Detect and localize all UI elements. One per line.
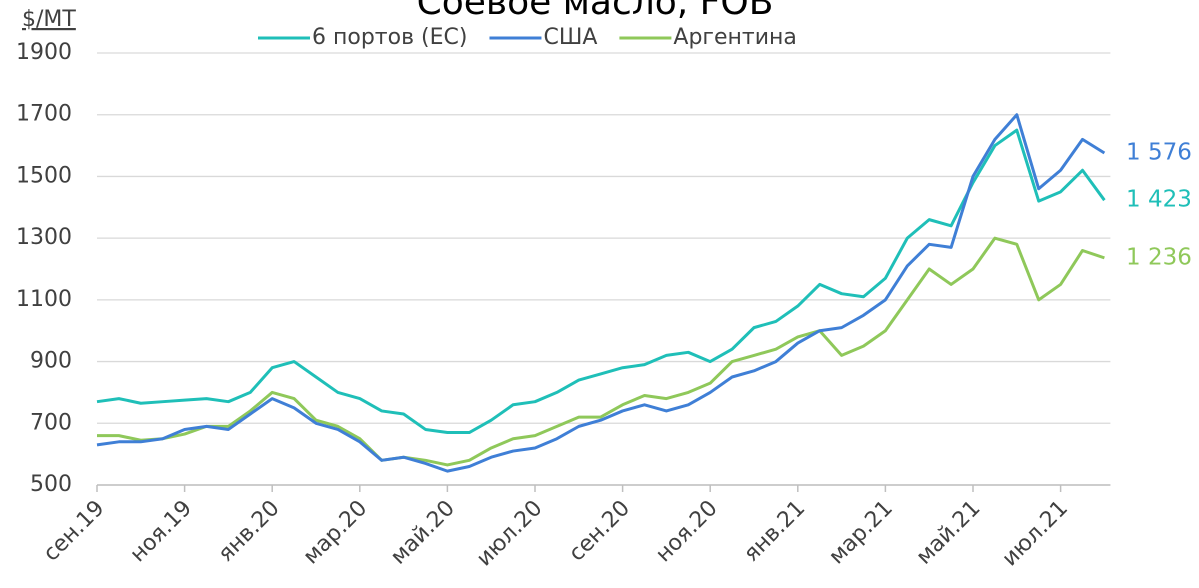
y-tick-label: 700	[30, 410, 72, 435]
y-tick-label: 500	[30, 472, 72, 497]
data-line	[96, 113, 1106, 473]
end-label: 1 236	[1126, 244, 1192, 270]
x-tick-label: май.21	[912, 496, 986, 570]
data-line	[97, 236, 1105, 467]
x-tick-label: мар.20	[299, 496, 373, 570]
y-tick-label: 1700	[16, 102, 72, 127]
end-label: 1 576	[1126, 139, 1192, 165]
x-tick-label: июл.21	[998, 496, 1074, 572]
y-tick-label: 1500	[16, 163, 72, 188]
legend-label: США	[543, 25, 597, 50]
x-tick-label: сен.19	[39, 496, 110, 567]
y-axis-label: $/MT	[22, 7, 76, 32]
x-tick-label: сен.20	[564, 496, 635, 567]
x-tick-label: мар.21	[824, 496, 898, 570]
y-tick-label: 900	[30, 349, 72, 374]
y-tick-label: 1300	[16, 225, 72, 250]
x-tick-label: янв.21	[739, 496, 810, 567]
legend-label: 6 портов (ЕС)	[312, 25, 467, 50]
chart-title: Соевое масло, FOB	[417, 0, 774, 23]
y-tick-label: 1900	[16, 40, 72, 65]
x-tick-label: янв.20	[214, 496, 285, 567]
end-label: 1 423	[1126, 187, 1192, 213]
legend-label: Аргентина	[673, 25, 796, 50]
x-tick-label: май.20	[386, 496, 460, 570]
x-tick-label: ноя.19	[126, 496, 197, 567]
data-line	[96, 128, 1106, 435]
x-tick-label: июл.20	[472, 496, 548, 572]
x-tick-label: ноя.20	[651, 496, 722, 567]
y-tick-label: 1100	[16, 287, 72, 312]
